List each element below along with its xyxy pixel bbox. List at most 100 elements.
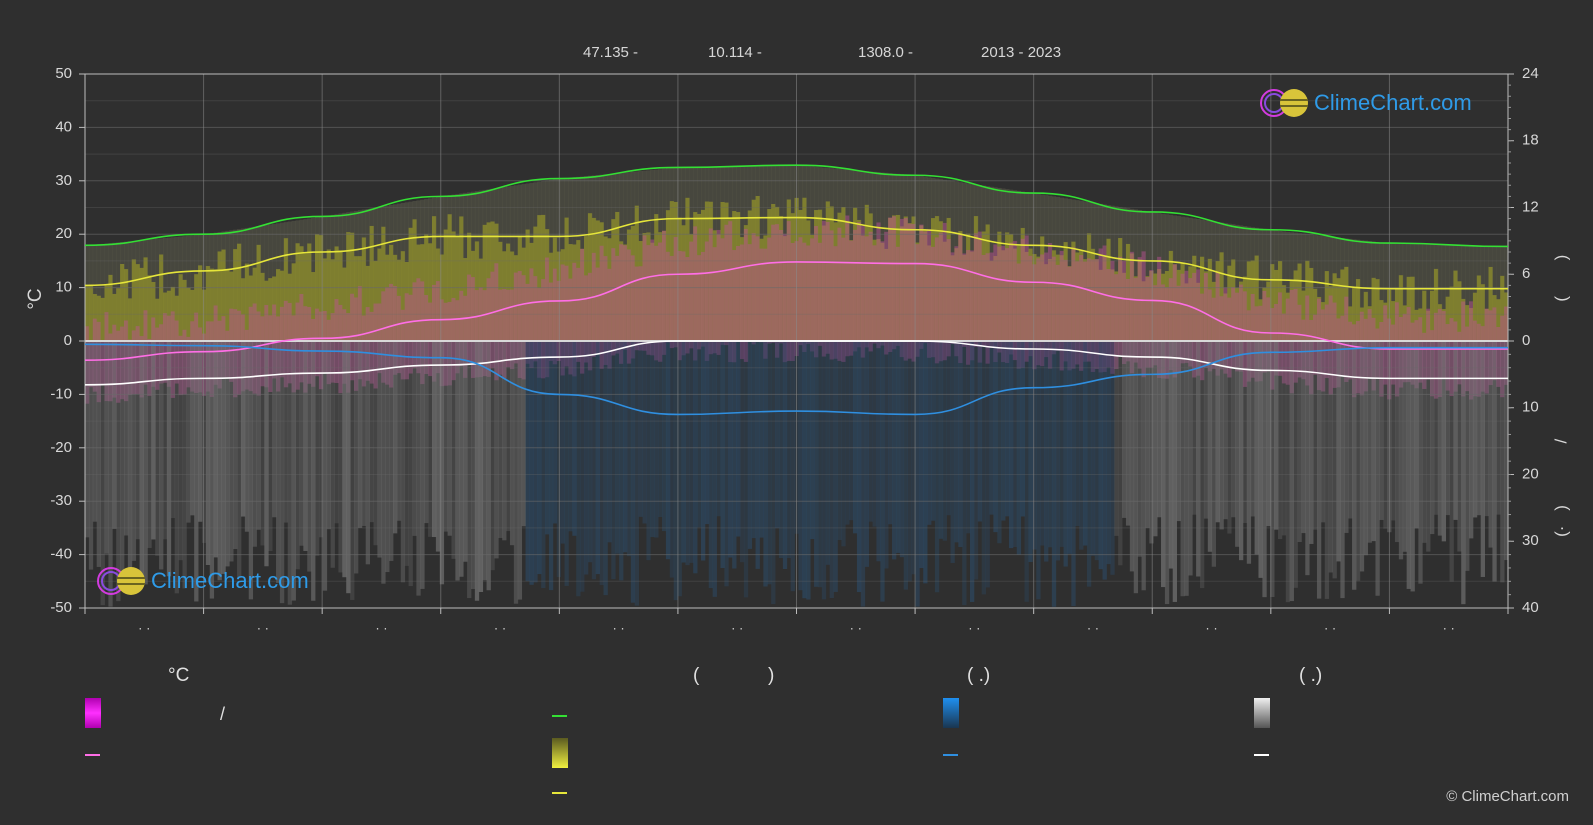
precip-bar xyxy=(315,341,320,556)
temp-range-bar xyxy=(178,335,183,396)
sunshine-bar xyxy=(1176,269,1181,341)
precip-bar xyxy=(607,341,612,543)
sunshine-bar xyxy=(993,256,998,341)
sunshine-bar xyxy=(989,260,994,341)
sunshine-bar xyxy=(478,258,484,341)
precip-bar xyxy=(665,341,671,560)
precip-bar xyxy=(860,341,866,607)
temp-range-bar xyxy=(1001,245,1006,363)
precip-bar xyxy=(178,341,183,561)
sunshine-bar xyxy=(685,197,690,341)
sunshine-bar xyxy=(950,255,955,341)
temp-range-bar xyxy=(357,286,363,380)
temp-range-bar xyxy=(587,272,593,371)
precip-bar xyxy=(1426,341,1431,552)
temp-range-bar xyxy=(256,311,261,396)
sunshine-bar xyxy=(946,217,951,341)
temp-range-bar xyxy=(315,308,320,377)
daylight-bar xyxy=(1461,245,1466,341)
temp-range-bar xyxy=(104,312,109,402)
sunshine-bar xyxy=(1445,296,1450,341)
sunshine-bar xyxy=(509,251,515,341)
precip-bar xyxy=(927,341,932,525)
precip-bar xyxy=(1324,341,1330,599)
sunshine-bar xyxy=(1414,309,1419,341)
sunshine-bar xyxy=(1040,236,1045,341)
temp-range-bar xyxy=(638,266,643,351)
temp-range-bar xyxy=(673,237,678,348)
sunshine-bar xyxy=(1324,271,1330,341)
precip-bar xyxy=(392,341,398,534)
temp-range-bar xyxy=(798,237,803,346)
temp-range-bar xyxy=(1270,308,1275,390)
logo-text: ClimeChart.com xyxy=(1314,90,1472,115)
temp-range-bar xyxy=(1274,303,1279,376)
temp-range-bar xyxy=(1079,255,1084,371)
precip-bar xyxy=(412,341,417,536)
sunshine-bar xyxy=(1238,281,1244,341)
month-label: · · xyxy=(612,620,624,635)
precip-bar xyxy=(88,341,94,570)
precip-bar xyxy=(568,341,573,532)
precip-bar xyxy=(1484,341,1489,517)
precip-bar xyxy=(1176,341,1181,522)
sunshine-bar xyxy=(1348,306,1353,341)
sunshine-bar xyxy=(1227,265,1232,341)
precip-bar xyxy=(1114,341,1119,536)
sunshine-bar xyxy=(221,249,226,341)
precip-bar xyxy=(1437,341,1443,536)
precip-bar xyxy=(782,341,788,570)
daylight-bar xyxy=(166,237,172,341)
sunshine-bar xyxy=(1359,307,1365,341)
sunshine-bar xyxy=(1480,284,1486,341)
precip-bar xyxy=(864,341,870,567)
precip-bar xyxy=(907,341,912,582)
precip-bar xyxy=(268,341,273,551)
precip-bar xyxy=(198,341,203,522)
sunshine-bar xyxy=(1254,255,1259,341)
daylight-bar xyxy=(1469,245,1474,341)
temp-range-bar xyxy=(938,232,944,362)
temp-range-bar xyxy=(147,338,152,396)
precip-bar xyxy=(1184,341,1189,596)
sunshine-bar xyxy=(1441,309,1447,341)
daylight-bar xyxy=(1426,244,1431,341)
precip-bar xyxy=(1336,341,1341,562)
sunshine-bar xyxy=(490,221,495,341)
precip-bar xyxy=(969,341,975,602)
precip-bar xyxy=(619,341,624,581)
month-label: · · xyxy=(731,620,743,635)
sunshine-bar xyxy=(693,212,698,341)
sunshine-bar xyxy=(443,229,448,341)
sunshine-bar xyxy=(1102,256,1107,341)
precip-bar xyxy=(494,341,499,559)
temp-range-bar xyxy=(135,326,140,395)
daylight-bar xyxy=(1348,238,1353,341)
precip-bar xyxy=(1102,341,1107,580)
sunshine-bar xyxy=(209,268,215,341)
temp-range-bar xyxy=(1071,247,1076,369)
daylight-bar xyxy=(1223,223,1228,341)
sunshine-bar xyxy=(763,235,768,341)
sunshine-bar xyxy=(790,213,795,341)
temp-range-bar xyxy=(1188,278,1193,367)
sunshine-bar xyxy=(295,243,300,341)
precip-bar xyxy=(1418,341,1423,584)
temp-range-bar xyxy=(1032,264,1037,370)
sunshine-bar xyxy=(778,216,784,341)
precip-bar xyxy=(334,341,339,524)
precip-bar xyxy=(888,341,893,525)
sunshine-bar xyxy=(174,295,179,341)
temp-range-bar xyxy=(989,252,994,349)
temp-range-bar xyxy=(685,257,690,354)
precip-bar xyxy=(899,341,905,558)
precip-bar xyxy=(1051,341,1057,607)
sunshine-bar xyxy=(782,236,788,341)
temp-range-bar xyxy=(1063,259,1068,362)
sunshine-bar xyxy=(268,278,273,341)
precip-bar xyxy=(213,341,218,558)
precip-bar xyxy=(498,341,503,538)
precip-bar xyxy=(1145,341,1150,529)
precip-bar xyxy=(143,341,148,585)
temp-range-bar xyxy=(1016,263,1022,369)
